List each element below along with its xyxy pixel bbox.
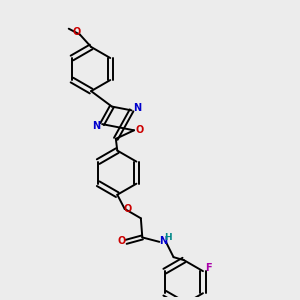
Text: O: O (135, 125, 143, 135)
Text: O: O (118, 236, 126, 246)
Text: F: F (205, 263, 211, 273)
Text: O: O (124, 204, 132, 214)
Text: N: N (133, 103, 141, 113)
Text: N: N (92, 121, 100, 130)
Text: N: N (159, 236, 167, 246)
Text: O: O (73, 27, 81, 37)
Text: H: H (164, 233, 172, 242)
